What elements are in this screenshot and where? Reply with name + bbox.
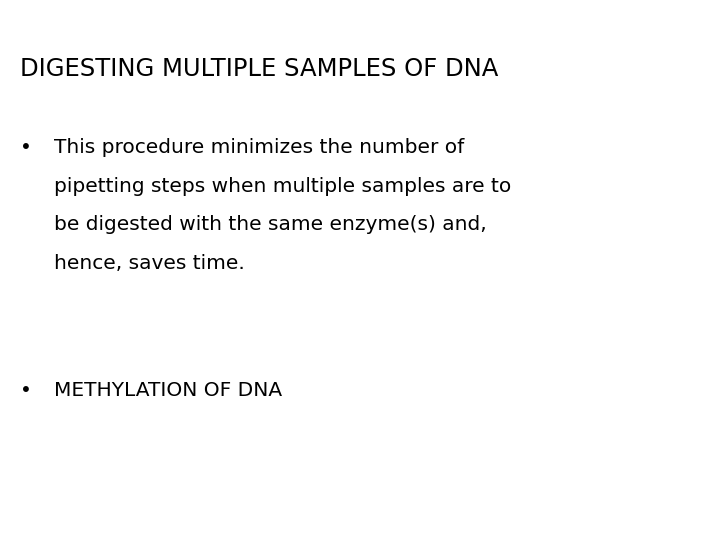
Text: pipetting steps when multiple samples are to: pipetting steps when multiple samples ar… bbox=[54, 177, 511, 195]
Text: •: • bbox=[20, 138, 32, 157]
Text: •: • bbox=[20, 381, 32, 400]
Text: This procedure minimizes the number of: This procedure minimizes the number of bbox=[54, 138, 464, 157]
Text: be digested with the same enzyme(s) and,: be digested with the same enzyme(s) and, bbox=[54, 215, 487, 234]
Text: METHYLATION OF DNA: METHYLATION OF DNA bbox=[54, 381, 282, 400]
Text: hence, saves time.: hence, saves time. bbox=[54, 254, 245, 273]
Text: DIGESTING MULTIPLE SAMPLES OF DNA: DIGESTING MULTIPLE SAMPLES OF DNA bbox=[20, 57, 498, 80]
